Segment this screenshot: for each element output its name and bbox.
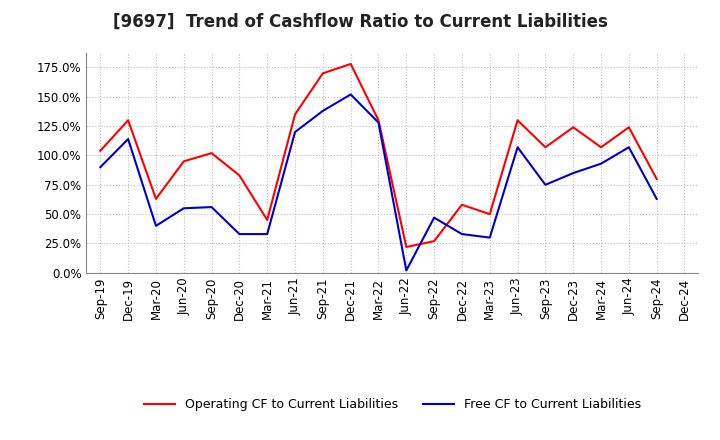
- Free CF to Current Liabilities: [485, 235, 494, 240]
- Operating CF to Current Liabilities: [207, 150, 216, 156]
- Free CF to Current Liabilities: [96, 165, 104, 170]
- Operating CF to Current Liabilities: [152, 196, 161, 202]
- Operating CF to Current Liabilities: [485, 212, 494, 217]
- Operating CF to Current Liabilities: [263, 217, 271, 223]
- Free CF to Current Liabilities: [402, 268, 410, 273]
- Line: Operating CF to Current Liabilities: Operating CF to Current Liabilities: [100, 64, 657, 247]
- Free CF to Current Liabilities: [124, 136, 132, 142]
- Free CF to Current Liabilities: [235, 231, 243, 237]
- Operating CF to Current Liabilities: [346, 61, 355, 66]
- Operating CF to Current Liabilities: [318, 71, 327, 76]
- Free CF to Current Liabilities: [652, 196, 661, 202]
- Free CF to Current Liabilities: [569, 170, 577, 176]
- Line: Free CF to Current Liabilities: Free CF to Current Liabilities: [100, 95, 657, 271]
- Operating CF to Current Liabilities: [124, 117, 132, 123]
- Free CF to Current Liabilities: [458, 231, 467, 237]
- Free CF to Current Liabilities: [152, 223, 161, 228]
- Free CF to Current Liabilities: [430, 215, 438, 220]
- Operating CF to Current Liabilities: [597, 145, 606, 150]
- Operating CF to Current Liabilities: [513, 117, 522, 123]
- Operating CF to Current Liabilities: [402, 244, 410, 249]
- Free CF to Current Liabilities: [624, 145, 633, 150]
- Text: [9697]  Trend of Cashflow Ratio to Current Liabilities: [9697] Trend of Cashflow Ratio to Curren…: [112, 13, 608, 31]
- Free CF to Current Liabilities: [179, 205, 188, 211]
- Free CF to Current Liabilities: [263, 231, 271, 237]
- Free CF to Current Liabilities: [541, 182, 550, 187]
- Operating CF to Current Liabilities: [541, 145, 550, 150]
- Operating CF to Current Liabilities: [652, 176, 661, 182]
- Operating CF to Current Liabilities: [430, 238, 438, 244]
- Free CF to Current Liabilities: [374, 120, 383, 125]
- Operating CF to Current Liabilities: [374, 117, 383, 123]
- Operating CF to Current Liabilities: [96, 148, 104, 154]
- Free CF to Current Liabilities: [318, 108, 327, 114]
- Legend: Operating CF to Current Liabilities, Free CF to Current Liabilities: Operating CF to Current Liabilities, Fre…: [138, 393, 647, 416]
- Free CF to Current Liabilities: [513, 145, 522, 150]
- Operating CF to Current Liabilities: [624, 125, 633, 130]
- Free CF to Current Liabilities: [291, 129, 300, 135]
- Operating CF to Current Liabilities: [291, 112, 300, 117]
- Operating CF to Current Liabilities: [235, 173, 243, 178]
- Free CF to Current Liabilities: [207, 205, 216, 210]
- Free CF to Current Liabilities: [346, 92, 355, 97]
- Operating CF to Current Liabilities: [179, 159, 188, 164]
- Operating CF to Current Liabilities: [569, 125, 577, 130]
- Free CF to Current Liabilities: [597, 161, 606, 166]
- Operating CF to Current Liabilities: [458, 202, 467, 207]
